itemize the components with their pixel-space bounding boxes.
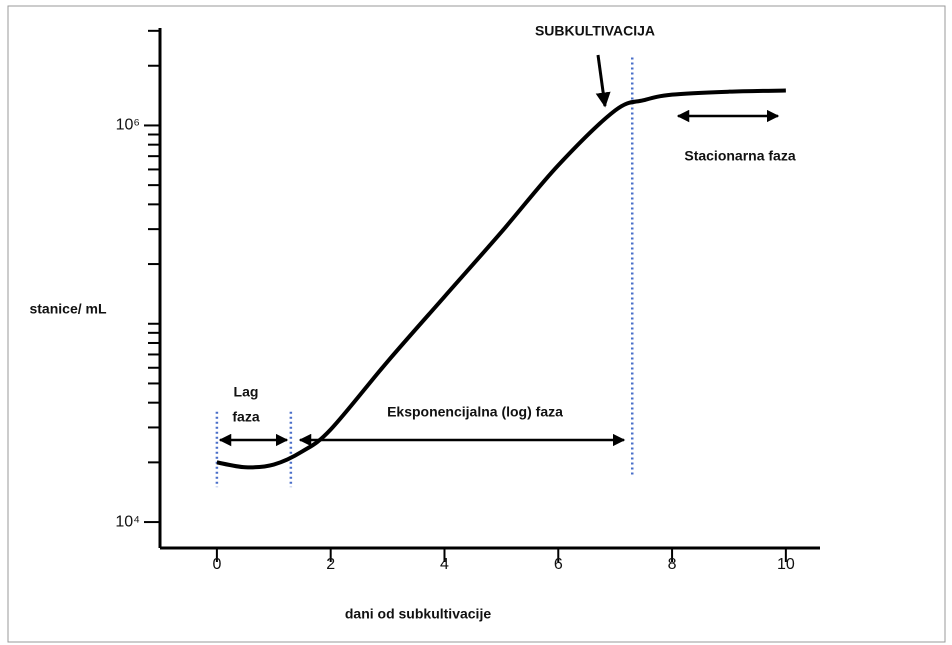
annotation: Stacionarna faza [684,148,795,164]
annotation: faza [232,409,259,425]
annotation: Lag [234,384,259,400]
x-tick-label: 4 [440,556,449,573]
x-tick-label: 10 [777,556,795,573]
x-axis-label: dani od subkultivacije [345,606,491,622]
y-tick-label: 10⁶ [116,117,140,134]
frame [7,5,946,643]
x-tick-label: 2 [326,556,335,573]
x-tick-label: 6 [554,556,563,573]
annotation: Eksponencijalna (log) faza [387,404,563,420]
growth-curve [216,88,786,470]
annotation: SUBKULTIVACIJA [535,23,655,39]
y-axis-label: stanice/ mL [29,301,106,317]
x-tick-label: 8 [668,556,677,573]
x-tick-label: 0 [212,556,221,573]
y-tick-label: 10⁴ [115,513,140,530]
arrow [595,54,611,108]
